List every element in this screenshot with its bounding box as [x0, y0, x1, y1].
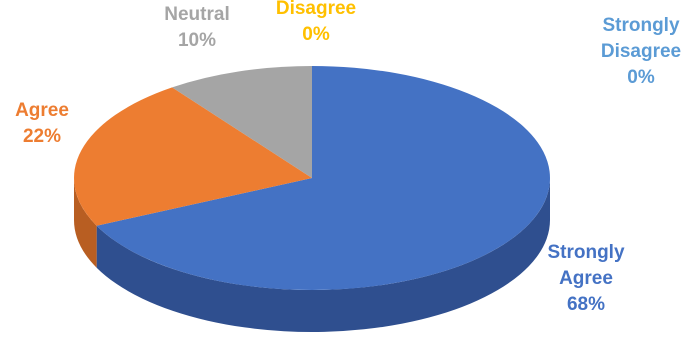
data-label-agree: Agree 22% — [15, 100, 69, 147]
data-label-line: Strongly — [547, 242, 624, 263]
pie-slice-strongly-agree — [96, 66, 550, 290]
pie-top-layer — [73, 66, 550, 290]
pie-slice-neutral — [172, 66, 312, 178]
data-label-line: Disagree — [276, 0, 356, 19]
data-label-line: 68% — [567, 294, 605, 315]
data-label-line: Agree — [559, 268, 613, 289]
data-label-line: 0% — [302, 24, 330, 45]
data-label-line: 10% — [178, 30, 216, 51]
data-label-line: Disagree — [601, 41, 681, 62]
pie-side-agree — [74, 178, 97, 268]
pie-slice-agree — [73, 87, 312, 226]
data-label-disagree: Disagree 0% — [276, 0, 356, 45]
data-label-neutral: Neutral 10% — [164, 4, 229, 51]
data-label-line: Neutral — [164, 4, 229, 25]
data-label-line: Strongly — [602, 15, 679, 36]
data-label-line: Agree — [15, 100, 69, 121]
pie-side-strongly-agree — [96, 178, 551, 333]
data-label-strongly-agree: Strongly Agree 68% — [547, 242, 624, 315]
data-label-line: 0% — [627, 67, 655, 88]
data-label-layer: Strongly Agree 68% Agree 22% Neutral 10% Disagr… — [15, 0, 681, 315]
pie-side-layer — [74, 178, 551, 333]
data-label-strongly-disagree: Strongly Disagree 0% — [601, 15, 681, 88]
data-label-line: 22% — [23, 126, 61, 147]
